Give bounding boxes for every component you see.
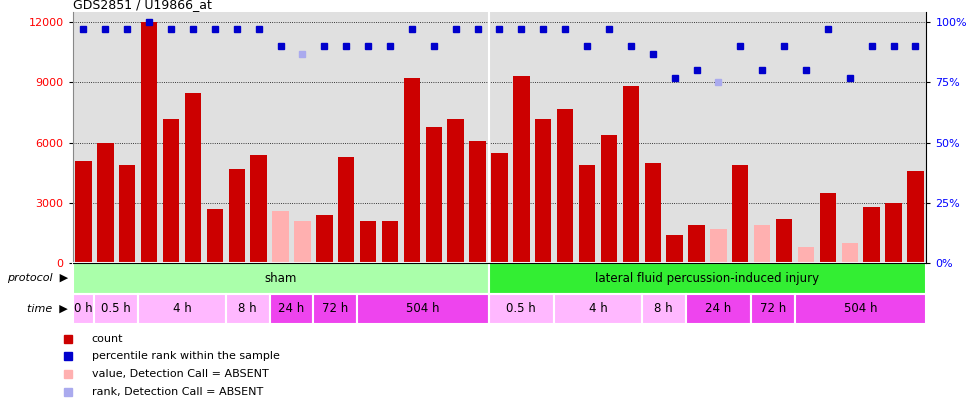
Text: 4 h: 4 h bbox=[173, 302, 191, 315]
Bar bbox=[294, 221, 310, 263]
Bar bbox=[73, 263, 488, 294]
Bar bbox=[469, 141, 485, 263]
Text: 24 h: 24 h bbox=[705, 302, 731, 315]
Bar bbox=[207, 209, 223, 263]
Bar bbox=[710, 229, 726, 263]
Bar bbox=[644, 163, 660, 263]
Bar bbox=[360, 221, 376, 263]
Bar bbox=[776, 219, 792, 263]
Bar bbox=[491, 153, 508, 263]
Bar bbox=[313, 294, 357, 324]
Text: lateral fluid percussion-induced injury: lateral fluid percussion-induced injury bbox=[596, 272, 819, 285]
Bar bbox=[623, 87, 639, 263]
Bar bbox=[535, 119, 551, 263]
Bar bbox=[357, 294, 488, 324]
Text: 8 h: 8 h bbox=[655, 302, 673, 315]
Text: sham: sham bbox=[264, 272, 297, 285]
Bar bbox=[119, 165, 135, 263]
Bar bbox=[864, 207, 880, 263]
Bar bbox=[270, 294, 313, 324]
Bar bbox=[425, 127, 442, 263]
Bar bbox=[732, 165, 748, 263]
Text: 0.5 h: 0.5 h bbox=[507, 302, 537, 315]
Bar bbox=[798, 247, 814, 263]
Bar bbox=[448, 119, 464, 263]
Text: time  ▶: time ▶ bbox=[27, 304, 68, 314]
Bar bbox=[488, 294, 554, 324]
Text: GDS2851 / U19866_at: GDS2851 / U19866_at bbox=[73, 0, 212, 11]
Text: percentile rank within the sample: percentile rank within the sample bbox=[92, 352, 279, 361]
Text: count: count bbox=[92, 334, 124, 343]
Bar bbox=[554, 294, 642, 324]
Bar bbox=[841, 243, 858, 263]
Bar bbox=[754, 225, 771, 263]
Bar bbox=[513, 77, 530, 263]
Text: rank, Detection Call = ABSENT: rank, Detection Call = ABSENT bbox=[92, 387, 263, 397]
Bar bbox=[95, 294, 138, 324]
Bar bbox=[666, 235, 683, 263]
Bar bbox=[316, 215, 333, 263]
Text: protocol  ▶: protocol ▶ bbox=[7, 273, 68, 283]
Bar bbox=[579, 165, 596, 263]
Text: 504 h: 504 h bbox=[844, 302, 877, 315]
Bar bbox=[488, 263, 926, 294]
Bar bbox=[689, 225, 705, 263]
Bar bbox=[185, 92, 201, 263]
Bar bbox=[907, 171, 923, 263]
Bar bbox=[886, 203, 902, 263]
Bar bbox=[141, 22, 158, 263]
Text: 504 h: 504 h bbox=[406, 302, 440, 315]
Bar bbox=[97, 143, 113, 263]
Text: 4 h: 4 h bbox=[589, 302, 607, 315]
Text: 72 h: 72 h bbox=[760, 302, 786, 315]
Bar bbox=[795, 294, 926, 324]
Bar bbox=[751, 294, 795, 324]
Text: 0 h: 0 h bbox=[74, 302, 93, 315]
Text: 0.5 h: 0.5 h bbox=[102, 302, 132, 315]
Bar bbox=[273, 211, 289, 263]
Bar bbox=[162, 119, 179, 263]
Text: 72 h: 72 h bbox=[322, 302, 348, 315]
Text: 24 h: 24 h bbox=[278, 302, 305, 315]
Bar bbox=[75, 161, 92, 263]
Bar bbox=[250, 155, 267, 263]
Bar bbox=[642, 294, 686, 324]
Bar bbox=[338, 157, 355, 263]
Bar bbox=[225, 294, 270, 324]
Bar bbox=[686, 294, 751, 324]
Bar bbox=[73, 294, 95, 324]
Text: value, Detection Call = ABSENT: value, Detection Call = ABSENT bbox=[92, 369, 269, 379]
Bar bbox=[820, 193, 836, 263]
Bar bbox=[138, 294, 225, 324]
Bar bbox=[601, 135, 617, 263]
Text: 8 h: 8 h bbox=[238, 302, 257, 315]
Bar bbox=[403, 79, 420, 263]
Bar bbox=[228, 169, 245, 263]
Bar bbox=[557, 109, 573, 263]
Bar bbox=[382, 221, 398, 263]
